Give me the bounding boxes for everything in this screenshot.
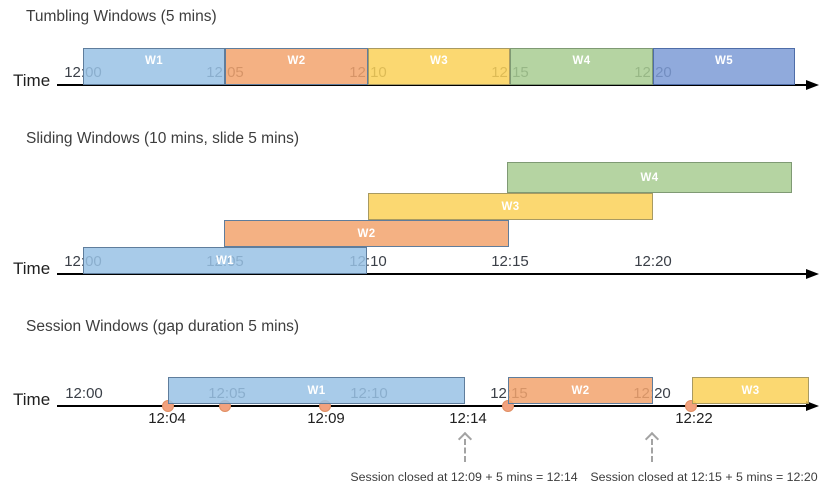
- event-time-label: 12:14: [449, 410, 487, 427]
- session-window-w3: W3: [692, 377, 809, 404]
- window-label: W3: [501, 200, 520, 213]
- tumbling-window-w1: W1: [83, 48, 225, 85]
- session-window-w2: W2: [508, 377, 653, 404]
- window-label: W1: [144, 55, 164, 67]
- annotation-arrow-line: [651, 439, 653, 462]
- time-axis-label: Time: [13, 390, 51, 409]
- sliding-window-w4: W4: [507, 162, 792, 193]
- window-label: W4: [640, 171, 659, 184]
- window-label: W5: [714, 55, 734, 67]
- event-time-label: 12:04: [148, 410, 186, 427]
- section-title-tumbling: Tumbling Windows (5 mins): [26, 8, 217, 25]
- time-axis: [57, 273, 806, 275]
- window-label: W1: [307, 384, 326, 397]
- event-time-label: 12:09: [307, 410, 345, 427]
- sliding-window-w2: W2: [224, 220, 509, 247]
- session-close-annotation: Session closed at 12:09 + 5 mins = 12:14: [350, 470, 578, 484]
- tick-label: 12:15: [491, 253, 529, 270]
- window-label: W2: [287, 55, 306, 67]
- tumbling-window-w5: W5: [653, 48, 795, 85]
- window-label: W3: [429, 55, 449, 67]
- tumbling-window-w4: W4: [510, 48, 653, 85]
- sliding-window-w3: W3: [368, 193, 653, 220]
- axis-arrowhead-icon: [806, 80, 819, 90]
- section-title-sliding: Sliding Windows (10 mins, slide 5 mins): [26, 130, 300, 147]
- window-label: W2: [571, 384, 590, 397]
- session-close-annotation: Session closed at 12:15 + 5 mins = 12:20: [590, 470, 818, 484]
- time-axis: [57, 84, 806, 86]
- tick-label: 12:20: [634, 253, 672, 270]
- window-label: W1: [215, 254, 235, 267]
- axis-arrowhead-icon: [806, 269, 819, 279]
- event-time-label: 12:22: [675, 410, 713, 427]
- window-label: W3: [741, 384, 760, 397]
- tumbling-window-w3: W3: [368, 48, 510, 85]
- session-window-w1: W1: [168, 377, 465, 404]
- time-axis: [57, 405, 806, 407]
- time-axis-label: Time: [13, 71, 51, 90]
- window-label: W2: [357, 227, 376, 240]
- sliding-window-w1: W1: [83, 247, 367, 274]
- window-label: W4: [572, 55, 591, 67]
- section-title-session: Session Windows (gap duration 5 mins): [26, 318, 300, 335]
- tumbling-window-w2: W2: [225, 48, 368, 85]
- axis-arrowhead-icon: [806, 401, 819, 411]
- time-axis-label: Time: [13, 259, 51, 278]
- tick-label: 12:00: [65, 385, 103, 402]
- annotation-arrow-line: [464, 439, 466, 462]
